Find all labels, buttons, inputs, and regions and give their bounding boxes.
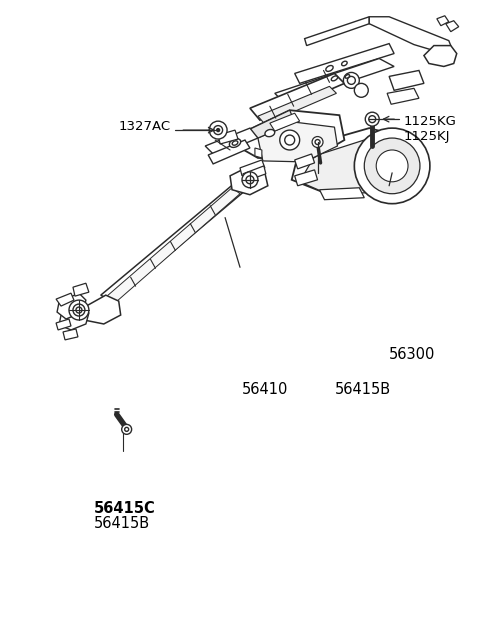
Polygon shape [292,128,419,193]
Ellipse shape [342,61,347,66]
Polygon shape [389,71,424,90]
Circle shape [376,150,408,182]
Polygon shape [300,139,411,195]
Text: 56410: 56410 [242,382,288,397]
Polygon shape [57,293,86,319]
Circle shape [246,176,254,184]
Polygon shape [218,130,238,144]
Circle shape [354,83,368,97]
Polygon shape [255,148,262,158]
Text: 56300: 56300 [389,347,435,362]
Text: 1125KJ: 1125KJ [404,129,451,143]
Ellipse shape [326,66,333,71]
Circle shape [343,73,360,89]
Polygon shape [446,21,459,32]
Circle shape [242,172,258,188]
Polygon shape [106,188,240,303]
Polygon shape [73,283,89,296]
Polygon shape [59,305,89,330]
Circle shape [73,304,85,316]
Polygon shape [437,16,449,25]
Circle shape [348,76,355,84]
Polygon shape [205,128,258,156]
Ellipse shape [331,76,337,81]
Circle shape [122,424,132,434]
Text: 1327AC: 1327AC [118,120,170,132]
Polygon shape [56,293,74,306]
Circle shape [364,138,420,194]
Polygon shape [305,17,369,46]
Polygon shape [295,170,318,186]
Circle shape [216,129,220,132]
Circle shape [285,135,295,145]
Circle shape [315,140,320,145]
Circle shape [312,136,323,148]
Polygon shape [275,59,394,103]
Circle shape [369,116,376,123]
Polygon shape [56,319,71,330]
Circle shape [365,112,379,126]
Polygon shape [270,113,300,131]
Polygon shape [369,17,451,50]
Text: 1125KG: 1125KG [404,115,457,127]
Polygon shape [295,43,394,83]
Text: 56415B: 56415B [335,382,391,397]
Polygon shape [101,183,245,302]
Polygon shape [235,110,344,160]
Circle shape [76,307,82,313]
Polygon shape [424,46,457,66]
Circle shape [125,427,129,431]
Polygon shape [387,89,419,104]
Ellipse shape [265,129,275,137]
Polygon shape [81,295,120,324]
Polygon shape [230,166,268,195]
Polygon shape [258,122,337,162]
Ellipse shape [345,75,349,78]
Polygon shape [240,160,265,176]
Polygon shape [320,188,364,199]
Circle shape [209,121,227,139]
Polygon shape [243,166,266,182]
Polygon shape [248,110,295,138]
Circle shape [69,300,89,320]
Polygon shape [295,154,314,169]
Circle shape [280,130,300,150]
Circle shape [354,128,430,204]
Ellipse shape [232,141,238,145]
Polygon shape [258,87,336,124]
Text: 56415B: 56415B [94,517,150,531]
Polygon shape [208,140,250,164]
Text: 56415C: 56415C [94,501,156,517]
Circle shape [214,125,223,134]
Ellipse shape [229,139,240,147]
Polygon shape [63,329,78,340]
Polygon shape [250,73,344,120]
